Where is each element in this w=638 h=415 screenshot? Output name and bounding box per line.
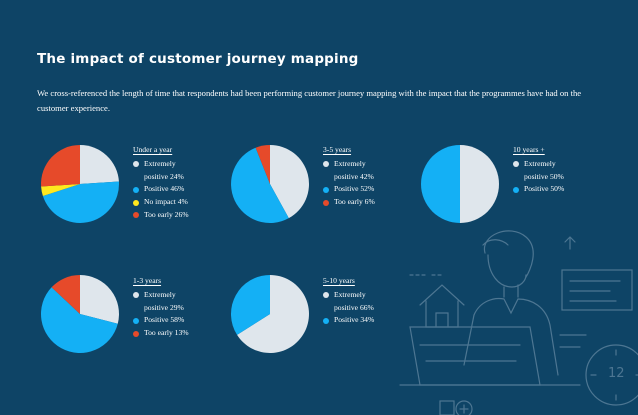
legend-dot-icon bbox=[323, 161, 329, 168]
chart-title: 10 years + bbox=[513, 145, 545, 154]
legend-item-extremely-positive: Extremely positive 42% bbox=[323, 158, 375, 184]
legend-label: Positive 52% bbox=[334, 184, 375, 194]
legend-dot-icon bbox=[323, 199, 329, 206]
legend-dot-icon bbox=[133, 330, 139, 337]
legend-label: positive 50% bbox=[524, 171, 564, 181]
pie-slice-positive bbox=[230, 275, 270, 335]
pie-slice-too-early bbox=[255, 145, 270, 184]
chart-legend: 5-10 years Extremely positive 66% Positive … bbox=[323, 275, 374, 327]
pie-chart-10-years bbox=[421, 145, 499, 223]
pie-slice-extremely-positive bbox=[80, 275, 119, 324]
legend-item-too-early: Too early 26% bbox=[133, 209, 189, 222]
legend-item-extremely-positive: Extremely positive 50% bbox=[513, 158, 564, 184]
legend-dot-icon bbox=[323, 292, 329, 299]
pie-chart-3-5-years bbox=[231, 145, 310, 223]
pie-slice-extremely-positive bbox=[80, 145, 119, 184]
legend-item-positive: Positive 46% bbox=[133, 183, 189, 196]
legend-label: positive 24% bbox=[144, 171, 184, 181]
pie-chart-under-a-year bbox=[41, 145, 119, 223]
legend-label: Positive 46% bbox=[144, 184, 185, 194]
chart-legend: 3-5 years Extremely positive 42% Positive 5… bbox=[323, 144, 375, 209]
pie-chart-1-3-years bbox=[40, 275, 119, 354]
pie-slice-extremely-positive bbox=[460, 145, 499, 223]
pie-slice-positive bbox=[421, 145, 460, 223]
legend-label: Too early 13% bbox=[144, 328, 189, 338]
pie-slice-too-early bbox=[41, 145, 80, 187]
pie-slice-extremely-positive bbox=[237, 275, 309, 353]
legend-label: Extremely bbox=[144, 158, 176, 168]
legend-label: positive 66% bbox=[334, 302, 374, 312]
legend-dot-icon bbox=[323, 186, 329, 193]
chart-title: 5-10 years bbox=[323, 276, 355, 285]
page-number: 12 bbox=[608, 366, 625, 381]
person-with-laptop-illustration bbox=[399, 230, 638, 415]
legend-label: Extremely bbox=[144, 289, 176, 299]
pie-slice-positive bbox=[231, 147, 289, 223]
chart-title: Under a year bbox=[133, 145, 173, 154]
chart-legend: 10 years + Extremely positive 50% Positive … bbox=[513, 144, 564, 196]
legend-item-positive: Positive 50% bbox=[513, 183, 564, 196]
legend-item-positive: Positive 52% bbox=[323, 183, 375, 196]
legend-dot-icon bbox=[513, 161, 519, 168]
legend-label: Too early 26% bbox=[144, 209, 189, 219]
legend-item-too-early: Too early 13% bbox=[133, 327, 189, 340]
chart-title: 3-5 years bbox=[323, 145, 352, 154]
pie-slice-too-early bbox=[51, 275, 80, 314]
legend-label: No impact 4% bbox=[144, 197, 188, 207]
intro-text: We cross-referenced the length of time t… bbox=[37, 88, 582, 113]
legend-dot-icon bbox=[133, 317, 139, 324]
legend-label: positive 42% bbox=[334, 171, 374, 181]
legend-dot-icon bbox=[133, 212, 139, 219]
pie-slice-extremely-positive bbox=[270, 145, 310, 219]
legend-dot-icon bbox=[133, 292, 139, 299]
legend-item-too-early: Too early 6% bbox=[323, 196, 375, 209]
legend-item-extremely-positive: Extremely positive 29% bbox=[133, 289, 189, 315]
legend-dot-icon bbox=[133, 186, 139, 193]
legend-dot-icon bbox=[513, 186, 519, 193]
legend-item-positive: Positive 58% bbox=[133, 314, 189, 327]
legend-label: Extremely bbox=[334, 158, 366, 168]
legend-item-positive: Positive 34% bbox=[323, 314, 374, 327]
legend-label: Positive 34% bbox=[334, 315, 375, 325]
legend-item-no-impact: No impact 4% bbox=[133, 196, 189, 209]
legend-dot-icon bbox=[323, 317, 329, 324]
chart-legend: Under a year Extremely positive 24% Positiv… bbox=[133, 144, 189, 222]
page-title: The impact of customer journey mapping bbox=[37, 51, 359, 67]
legend-label: Extremely bbox=[524, 158, 556, 168]
legend-dot-icon bbox=[133, 199, 139, 206]
chart-legend: 1-3 years Extremely positive 29% Positive 5… bbox=[133, 275, 189, 340]
legend-item-extremely-positive: Extremely positive 24% bbox=[133, 158, 189, 184]
pie-chart-5-10-years bbox=[230, 275, 309, 353]
legend-label: Positive 50% bbox=[524, 184, 565, 194]
legend-label: Positive 58% bbox=[144, 315, 185, 325]
chart-title: 1-3 years bbox=[133, 276, 162, 285]
legend-dot-icon bbox=[133, 161, 139, 168]
legend-item-extremely-positive: Extremely positive 66% bbox=[323, 289, 374, 315]
pie-slice-no-impact bbox=[41, 184, 80, 197]
legend-label: Too early 6% bbox=[334, 197, 375, 207]
pie-slice-positive bbox=[40, 287, 118, 354]
legend-label: Extremely bbox=[334, 289, 366, 299]
pie-slice-positive bbox=[42, 181, 119, 223]
legend-label: positive 29% bbox=[144, 302, 184, 312]
